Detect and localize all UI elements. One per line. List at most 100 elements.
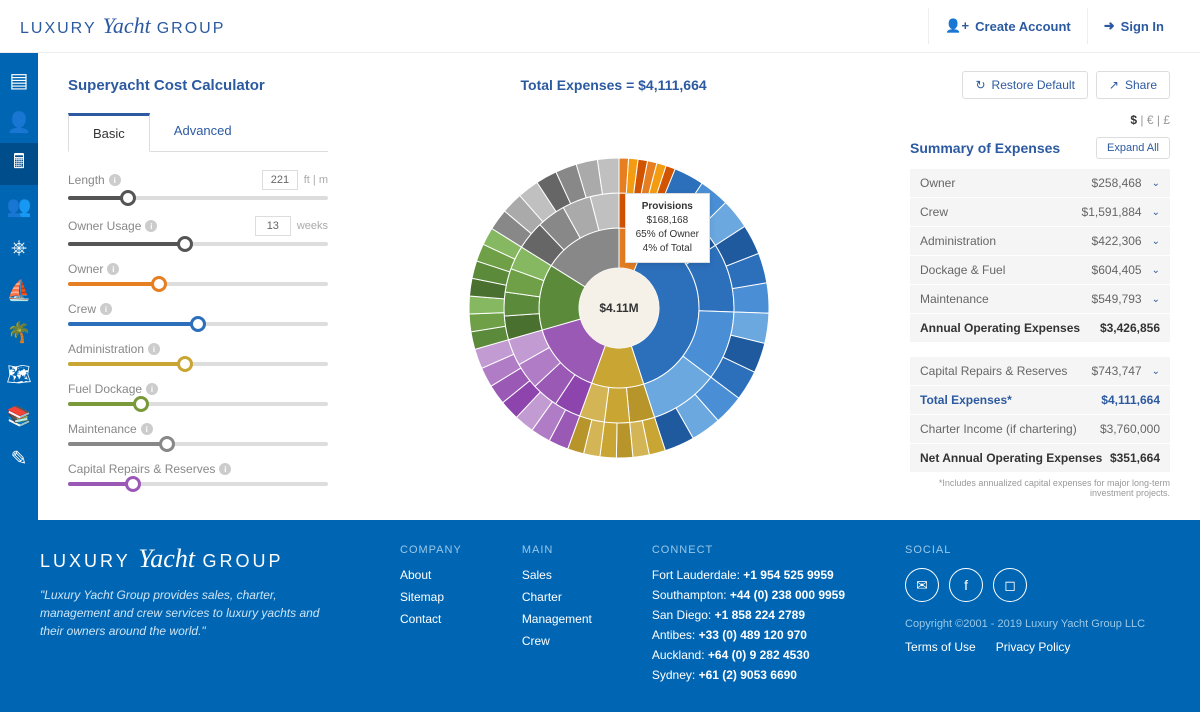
footer-link[interactable]: Sales — [522, 568, 592, 582]
info-icon[interactable]: i — [146, 383, 158, 395]
create-account-button[interactable]: 👤+Create Account — [928, 8, 1086, 44]
info-icon[interactable]: i — [219, 463, 231, 475]
footer-logo: LUXURY Yacht GROUP — [40, 544, 340, 574]
info-icon[interactable]: i — [100, 303, 112, 315]
slider-unit: weeks — [297, 220, 328, 232]
sign-in-button[interactable]: ➜Sign In — [1087, 8, 1180, 44]
info-icon[interactable]: i — [107, 263, 119, 275]
sidebar-icon-person[interactable]: 👤 — [0, 101, 38, 143]
summary-row: Net Annual Operating Expenses$351,664 — [910, 444, 1170, 472]
slider-thumb[interactable] — [177, 356, 193, 372]
share-button[interactable]: ↗Share — [1096, 71, 1170, 99]
summary-row[interactable]: Dockage & Fuel$604,405⌄ — [910, 256, 1170, 284]
footer-company-heading: COMPANY — [400, 544, 462, 556]
total-expenses-heading: Total Expenses = $4,111,664 — [521, 77, 707, 93]
slider-thumb[interactable] — [125, 476, 141, 492]
slider-track[interactable] — [68, 482, 328, 486]
sidebar-icon-yacht[interactable]: ⛵ — [0, 269, 38, 311]
email-icon[interactable]: ✉ — [905, 568, 939, 602]
restore-default-button[interactable]: ↻Restore Default — [962, 71, 1087, 99]
sidebar-icon-calculator[interactable]: 🖩 — [0, 143, 38, 185]
summary-footnote: *Includes annualized capital expenses fo… — [910, 478, 1170, 498]
summary-row: Charter Income (if chartering)$3,760,000 — [910, 415, 1170, 443]
contact-line: Auckland: +64 (0) 9 282 4530 — [652, 648, 845, 662]
footer-link[interactable]: Charter — [522, 590, 592, 604]
footer-link[interactable]: About — [400, 568, 462, 582]
slider-thumb[interactable] — [133, 396, 149, 412]
slider-thumb[interactable] — [159, 436, 175, 452]
slider-thumb[interactable] — [190, 316, 206, 332]
slider-thumb[interactable] — [177, 236, 193, 252]
footer-link[interactable]: Management — [522, 612, 592, 626]
contact-line: Fort Lauderdale: +1 954 525 9959 — [652, 568, 845, 582]
terms-link[interactable]: Terms of Use — [905, 640, 976, 654]
chevron-down-icon[interactable]: ⌄ — [1152, 178, 1160, 189]
summary-row[interactable]: Maintenance$549,793⌄ — [910, 285, 1170, 313]
slider-label: Fuel Dockage i — [68, 382, 158, 396]
chart-tooltip: Provisions $168,168 65% of Owner 4% of T… — [625, 193, 710, 263]
brand-logo: LUXURY Yacht GROUP — [20, 13, 225, 39]
summary-row[interactable]: Crew$1,591,884⌄ — [910, 198, 1170, 226]
info-icon[interactable]: i — [145, 220, 157, 232]
sidebar-icon-crew[interactable]: 👥 — [0, 185, 38, 227]
footer-link[interactable]: Sitemap — [400, 590, 462, 604]
slider-track[interactable] — [68, 196, 328, 200]
slider-label: Owner Usage i — [68, 219, 157, 233]
slider-label: Capital Repairs & Reserves i — [68, 462, 231, 476]
slider-track[interactable] — [68, 242, 328, 246]
facebook-icon[interactable]: f — [949, 568, 983, 602]
summary-row[interactable]: Administration$422,306⌄ — [910, 227, 1170, 255]
contact-line: Antibes: +33 (0) 489 120 970 — [652, 628, 845, 642]
contact-line: Sydney: +61 (2) 9053 6690 — [652, 668, 845, 682]
sidebar-icon-doc[interactable]: ▤ — [0, 59, 38, 101]
slider-thumb[interactable] — [120, 190, 136, 206]
slider-value-box[interactable]: 13 — [255, 216, 291, 236]
page-title: Superyacht Cost Calculator — [68, 77, 265, 94]
slider-label: Administration i — [68, 342, 160, 356]
instagram-icon[interactable]: ◻ — [993, 568, 1027, 602]
slider-label: Crew i — [68, 302, 112, 316]
sidebar-icon-wheel[interactable]: ⎈ — [0, 227, 38, 269]
tab-basic[interactable]: Basic — [68, 113, 150, 152]
slider-track[interactable] — [68, 442, 328, 446]
footer-social-heading: SOCIAL — [905, 544, 1145, 556]
chevron-down-icon[interactable]: ⌄ — [1152, 265, 1160, 276]
contact-line: Southampton: +44 (0) 238 000 9959 — [652, 588, 845, 602]
slider-value-box[interactable]: 221 — [262, 170, 298, 190]
sidebar-icon-books[interactable]: 📚 — [0, 395, 38, 437]
slider-track[interactable] — [68, 282, 328, 286]
summary-title: Summary of Expenses — [910, 140, 1060, 156]
privacy-link[interactable]: Privacy Policy — [996, 640, 1071, 654]
slider-label: Maintenance i — [68, 422, 153, 436]
slider-track[interactable] — [68, 322, 328, 326]
info-icon[interactable]: i — [148, 343, 160, 355]
sidebar-nav: ▤ 👤 🖩 👥 ⎈ ⛵ 🌴 🗺 📚 ✎ — [0, 53, 38, 520]
footer-link[interactable]: Contact — [400, 612, 462, 626]
sidebar-icon-map[interactable]: 🗺 — [0, 353, 38, 395]
slider-thumb[interactable] — [151, 276, 167, 292]
slider-label: Owner i — [68, 262, 119, 276]
slider-track[interactable] — [68, 362, 328, 366]
summary-row: Total Expenses*$4,111,664 — [910, 386, 1170, 414]
sidebar-icon-palm[interactable]: 🌴 — [0, 311, 38, 353]
currency-selector[interactable]: $ | € | £ — [910, 113, 1170, 127]
summary-row: Annual Operating Expenses$3,426,856 — [910, 314, 1170, 342]
tab-advanced[interactable]: Advanced — [150, 113, 256, 151]
chevron-down-icon[interactable]: ⌄ — [1152, 294, 1160, 305]
expand-all-button[interactable]: Expand All — [1096, 137, 1170, 159]
chevron-down-icon[interactable]: ⌄ — [1152, 366, 1160, 377]
sidebar-icon-signature[interactable]: ✎ — [0, 437, 38, 479]
footer-link[interactable]: Crew — [522, 634, 592, 648]
info-icon[interactable]: i — [141, 423, 153, 435]
svg-text:$4.11M: $4.11M — [599, 301, 638, 315]
contact-line: San Diego: +1 858 224 2789 — [652, 608, 845, 622]
chevron-down-icon[interactable]: ⌄ — [1152, 207, 1160, 218]
slider-track[interactable] — [68, 402, 328, 406]
sunburst-chart[interactable]: $4.11M — [459, 148, 779, 468]
summary-row[interactable]: Owner$258,468⌄ — [910, 169, 1170, 197]
summary-row[interactable]: Capital Repairs & Reserves$743,747⌄ — [910, 357, 1170, 385]
slider-unit: ft | m — [304, 174, 328, 186]
copyright-text: Copyright ©2001 - 2019 Luxury Yacht Grou… — [905, 618, 1145, 630]
info-icon[interactable]: i — [109, 174, 121, 186]
chevron-down-icon[interactable]: ⌄ — [1152, 236, 1160, 247]
